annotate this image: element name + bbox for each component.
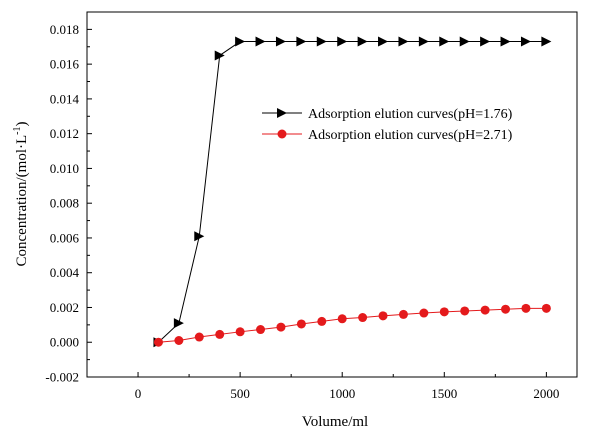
y-tick-label: 0.006	[50, 230, 80, 245]
data-point	[214, 50, 225, 61]
data-point	[419, 308, 429, 318]
y-tick-label: -0.002	[45, 370, 79, 385]
data-point	[276, 322, 286, 332]
data-point	[316, 36, 327, 47]
data-point	[541, 36, 552, 47]
data-point	[337, 314, 347, 324]
data-point	[153, 337, 163, 347]
data-point	[317, 316, 327, 326]
data-point	[296, 319, 306, 329]
data-point	[378, 311, 388, 321]
x-axis: 0 500 1000 1500 2000	[86, 372, 559, 401]
x-tick-label: 0	[135, 386, 142, 401]
y-axis-label-tail: )	[14, 122, 30, 127]
data-point	[460, 306, 470, 316]
x-tick-label: 1500	[431, 386, 457, 401]
plot-frame	[86, 11, 578, 378]
data-point	[398, 36, 409, 47]
y-axis-label: Concentration/(mol·L-1)	[12, 122, 30, 267]
data-point	[215, 329, 225, 339]
data-point	[357, 36, 368, 47]
data-point	[398, 309, 408, 319]
data-point	[480, 305, 490, 315]
y-tick-label: 0.014	[50, 91, 80, 106]
data-point	[439, 307, 449, 317]
data-point	[194, 332, 204, 342]
data-point	[520, 36, 531, 47]
legend-marker-ph176	[277, 108, 287, 118]
series-layer	[153, 36, 552, 348]
data-point	[275, 36, 286, 47]
y-tick-label: 0.012	[50, 126, 79, 141]
data-point	[296, 36, 307, 47]
series-1	[153, 36, 552, 348]
data-point	[501, 304, 511, 314]
x-axis-label: Volume/ml	[302, 414, 368, 430]
data-point	[480, 36, 491, 47]
y-axis-label-superscript: -1	[12, 127, 23, 135]
data-point	[194, 231, 205, 242]
y-tick-label: 0.016	[50, 57, 80, 72]
x-tick-label: 500	[230, 386, 250, 401]
data-point	[418, 36, 429, 47]
data-point	[541, 303, 551, 313]
data-point	[459, 36, 470, 47]
data-point	[255, 36, 266, 47]
y-tick-label: 0.008	[50, 196, 79, 211]
y-tick-label: 0.010	[50, 161, 79, 176]
data-point	[358, 313, 368, 323]
data-point	[235, 36, 246, 47]
legend-label-ph271: Adsorption elution curves(pH=2.71)	[308, 128, 513, 143]
legend: Adsorption elution curves(pH=1.76) Adsor…	[262, 107, 513, 143]
data-point	[337, 36, 348, 47]
data-point	[235, 327, 245, 337]
data-point	[173, 318, 184, 329]
legend-label-ph176: Adsorption elution curves(pH=1.76)	[308, 107, 513, 122]
x-tick-label: 2000	[533, 386, 559, 401]
x-tick-label: 1000	[329, 386, 355, 401]
data-point	[378, 36, 389, 47]
y-tick-label: 0.000	[50, 335, 79, 350]
series-line	[158, 41, 547, 343]
series-2	[153, 303, 551, 347]
data-point	[439, 36, 450, 47]
data-point	[521, 303, 531, 313]
y-tick-label: 0.018	[50, 22, 79, 37]
data-point	[174, 336, 184, 345]
y-tick-label: 0.002	[50, 300, 79, 315]
y-tick-label: 0.004	[50, 265, 80, 280]
data-point	[256, 325, 266, 335]
y-axis: -0.002 0.000 0.002 0.004 0.006 0.008 0.010 0.01…	[45, 22, 92, 385]
legend-marker-ph271	[277, 129, 287, 139]
data-point	[500, 36, 511, 47]
